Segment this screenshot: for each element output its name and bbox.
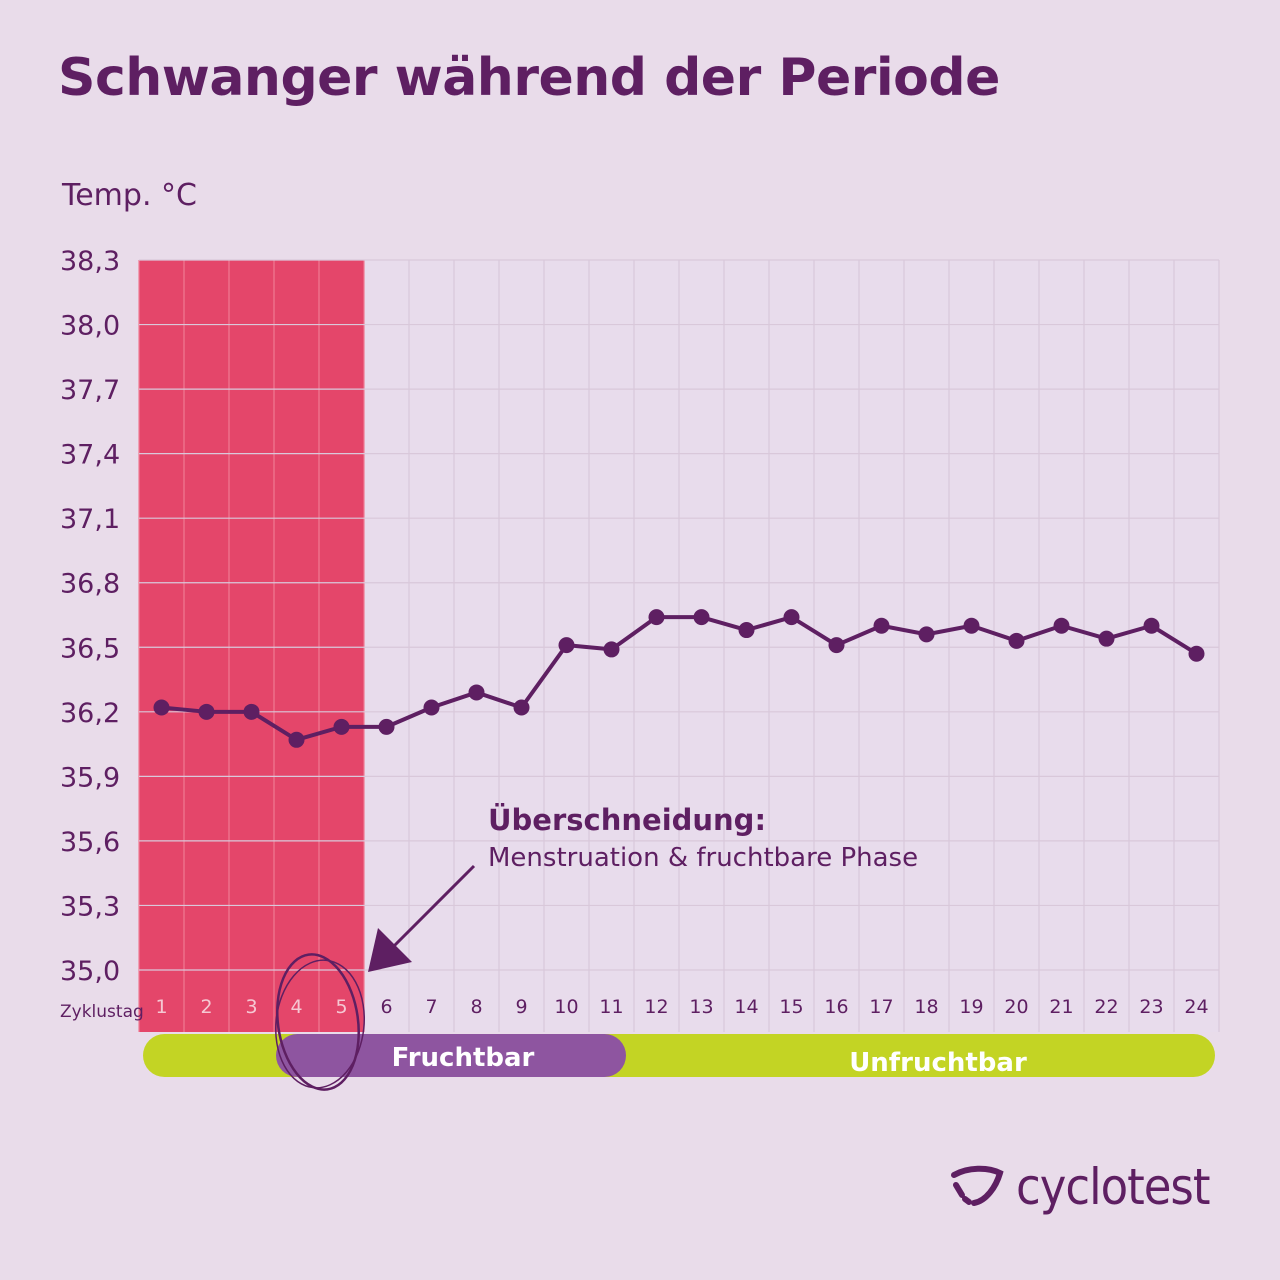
x-tick-label: 17 [869, 996, 893, 1018]
cyclotest-logo: cyclotest [948, 1158, 1210, 1216]
data-point [1143, 617, 1160, 634]
x-tick-label: 7 [425, 996, 437, 1018]
phase-label: Fruchtbar [392, 1043, 535, 1073]
data-point [1188, 645, 1205, 662]
grid [138, 259, 1220, 1032]
y-tick-label: 38,0 [60, 311, 120, 342]
x-tick-label: 21 [1049, 996, 1073, 1018]
x-tick-label: 19 [959, 996, 983, 1018]
data-point [513, 699, 530, 716]
y-tick-label: 37,4 [60, 440, 120, 471]
phase-bars: Unfruchtbar Fruchtbar [143, 1034, 1215, 1078]
x-tick-label: 10 [554, 996, 578, 1018]
x-tick-label: 15 [779, 996, 803, 1018]
data-point [963, 617, 980, 634]
temperature-series [153, 609, 1205, 748]
data-point [873, 617, 890, 634]
x-tick-label: 11 [599, 996, 623, 1018]
x-tick-label: 12 [644, 996, 668, 1018]
data-point [603, 641, 620, 658]
data-point [648, 609, 665, 626]
data-point [243, 703, 260, 720]
y-tick-label: 35,0 [60, 956, 120, 987]
x-tick-label: 14 [734, 996, 758, 1018]
y-tick-label: 35,9 [60, 762, 120, 793]
y-axis-label: Temp. °C [62, 178, 197, 213]
phase-bar-fruchtbar [276, 1034, 626, 1077]
x-tick-label: 24 [1184, 996, 1208, 1018]
x-axis-label: Zyklustag [60, 1002, 144, 1022]
chart-title: Schwanger während der Periode [58, 48, 1000, 108]
x-tick-label: 5 [335, 996, 347, 1018]
annotation: Überschneidung: Menstruation & fruchtbar… [274, 803, 918, 1091]
x-tick-label: 6 [380, 996, 392, 1018]
y-ticks: 38,3 38,0 37,7 37,4 37,1 36,8 36,5 36,2 35,9 35,6… [60, 246, 120, 987]
data-point [693, 609, 710, 626]
x-tick-label: 8 [470, 996, 482, 1018]
y-tick-label: 37,1 [60, 504, 120, 535]
data-point [153, 699, 170, 716]
x-tick-label: 4 [290, 996, 302, 1018]
data-point [1098, 630, 1115, 647]
x-tick-label: 23 [1139, 996, 1163, 1018]
arrow-head-icon [368, 928, 412, 972]
x-ticks: 1 2 3 4 5 6 7 8 9 10 11 12 13 14 15 16 17 18 19 20 21 22 23 24 [155, 996, 1208, 1018]
data-point [288, 731, 305, 748]
x-tick-label: 1 [155, 996, 167, 1018]
brand-name: cyclotest [1016, 1158, 1210, 1216]
data-point [1053, 617, 1070, 634]
data-point [468, 684, 485, 701]
x-tick-label: 16 [824, 996, 848, 1018]
overlap-circle [276, 953, 360, 1091]
x-tick-label: 2 [200, 996, 212, 1018]
x-tick-label: 3 [245, 996, 257, 1018]
data-point [918, 626, 935, 643]
y-tick-label: 36,5 [60, 633, 120, 664]
y-tick-label: 35,6 [60, 827, 120, 858]
data-point [378, 718, 395, 735]
x-tick-label: 20 [1004, 996, 1028, 1018]
cyclotest-logo-icon [951, 1165, 1004, 1206]
data-point [738, 622, 755, 639]
x-tick-label: 9 [515, 996, 527, 1018]
annotation-arrow [383, 864, 476, 957]
data-point [1008, 632, 1025, 649]
y-tick-label: 36,8 [60, 569, 120, 600]
y-tick-label: 36,2 [60, 698, 120, 729]
data-point [198, 703, 215, 720]
annotation-heading: Überschneidung: [488, 803, 766, 837]
x-tick-label: 18 [914, 996, 938, 1018]
data-point [333, 718, 350, 735]
phase-label: Unfruchtbar [849, 1048, 1027, 1078]
data-point [783, 609, 800, 626]
x-tick-label: 22 [1094, 996, 1118, 1018]
x-tick-label: 13 [689, 996, 713, 1018]
annotation-text: Menstruation & fruchtbare Phase [488, 843, 918, 873]
y-tick-label: 38,3 [60, 246, 120, 277]
menstruation-band [139, 260, 364, 1032]
data-point [423, 699, 440, 716]
y-tick-label: 35,3 [60, 891, 120, 922]
data-point [828, 637, 845, 654]
data-point [558, 637, 575, 654]
y-tick-label: 37,7 [60, 375, 120, 406]
